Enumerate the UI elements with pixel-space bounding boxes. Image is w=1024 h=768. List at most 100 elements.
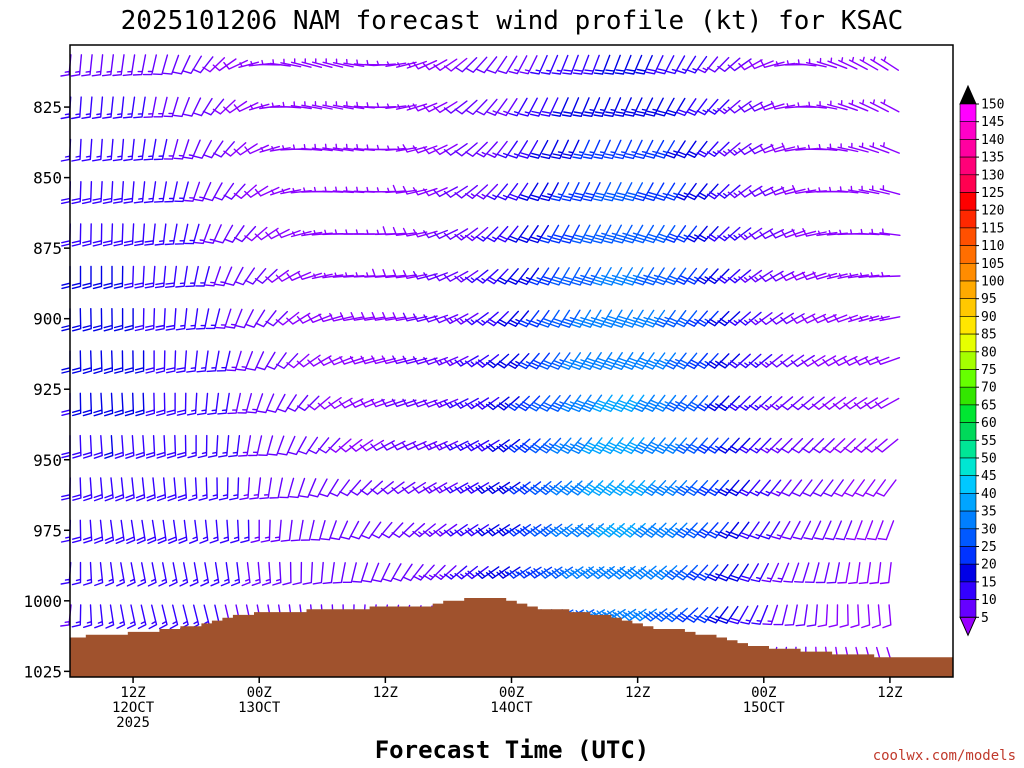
wind-barb: [738, 437, 761, 454]
wind-barb: [81, 181, 93, 205]
wind-barb: [517, 395, 541, 412]
wind-barb: [675, 310, 698, 328]
wind-barb: [727, 58, 752, 72]
wind-barb: [391, 440, 417, 451]
wind-barb: [282, 561, 292, 586]
wind-barb: [475, 141, 498, 158]
wind-barb: [189, 562, 199, 587]
wind-barb: [184, 181, 201, 202]
wind-barb: [289, 477, 306, 499]
wind-barb: [359, 480, 383, 496]
wind-barb: [643, 522, 667, 538]
x-tick-label: 2025: [116, 715, 150, 731]
wind-barb: [603, 97, 622, 117]
wind-barb: [572, 139, 590, 160]
wind-barb: [234, 267, 255, 286]
wind-barb: [518, 225, 539, 243]
wind-barb: [114, 477, 125, 502]
wind-barb: [370, 521, 393, 539]
wind-barb: [645, 139, 665, 159]
wind-barb: [381, 522, 404, 539]
wind-barb: [751, 605, 769, 625]
colorbar-segment: [959, 351, 977, 370]
wind-barb: [311, 58, 333, 68]
wind-barb: [686, 310, 708, 327]
wind-barb: [83, 519, 93, 544]
x-tick-label: 13OCT: [238, 700, 281, 716]
wind-barb: [717, 184, 741, 199]
wind-barb: [644, 267, 665, 286]
wind-barb: [497, 55, 518, 74]
wind-barb: [83, 477, 93, 502]
wind-barb: [748, 144, 774, 155]
wind-barb: [550, 267, 570, 286]
wind-barb: [322, 101, 344, 110]
wind-barb: [624, 54, 643, 75]
wind-barb: [156, 392, 166, 417]
y-tick-label: 875: [33, 239, 62, 258]
wind-barb: [123, 223, 135, 247]
wind-barb: [196, 392, 209, 416]
wind-barb: [275, 270, 301, 282]
wind-barb: [349, 398, 375, 408]
wind-barb: [112, 138, 125, 162]
wind-barb: [182, 55, 202, 74]
wind-barb: [195, 308, 210, 330]
wind-barb: [433, 186, 458, 198]
wind-barb: [113, 265, 124, 289]
wind-barb: [718, 605, 739, 624]
wind-barb: [869, 99, 889, 113]
wind-barb: [412, 145, 438, 154]
wind-barb: [706, 99, 730, 115]
wind-barb: [197, 434, 208, 459]
wind-barb: [633, 522, 657, 538]
wind-barb: [519, 97, 538, 117]
wind-barb: [124, 265, 135, 289]
wind-barb: [717, 479, 740, 497]
wind-barb: [125, 477, 135, 502]
wind-barb: [634, 224, 654, 244]
wind-barb: [370, 440, 395, 451]
wind-barb: [822, 438, 846, 454]
wind-barb: [528, 395, 551, 412]
wind-barb: [508, 140, 528, 159]
wind-barb: [205, 266, 222, 287]
wind-barb: [814, 520, 832, 541]
wind-barb: [538, 480, 562, 496]
wind-barb: [244, 185, 269, 198]
wind-barb: [717, 142, 741, 157]
wind-barb: [332, 186, 354, 194]
wind-barb: [72, 350, 82, 374]
wind-barb: [570, 394, 592, 413]
wind-barb: [145, 308, 156, 332]
wind-barb: [205, 308, 221, 330]
wind-barb: [530, 54, 548, 75]
wind-barb: [156, 477, 167, 502]
wind-barb: [81, 138, 93, 162]
wind-barb: [664, 565, 688, 581]
wind-barb: [412, 564, 435, 581]
wind-barb: [613, 309, 634, 328]
wind-barb: [422, 482, 448, 494]
wind-barb: [82, 223, 92, 247]
wind-barb: [137, 604, 147, 630]
wind-barb: [401, 482, 427, 494]
wind-barb: [759, 396, 783, 411]
wind-barb: [675, 437, 698, 454]
wind-barb: [454, 397, 479, 409]
wind-barb: [738, 101, 763, 113]
wind-barb: [811, 396, 836, 410]
wind-barb: [433, 440, 459, 451]
wind-barb: [707, 521, 729, 539]
wind-barb: [795, 604, 808, 627]
wind-barb: [593, 139, 611, 160]
wind-barb: [233, 143, 258, 156]
wind-barb: [717, 437, 740, 454]
wind-barb: [297, 436, 319, 455]
colorbar-segment: [959, 546, 977, 565]
colorbar-label: 10: [981, 593, 997, 608]
wind-barb: [633, 480, 656, 496]
wind-barb: [350, 521, 371, 540]
wind-barb: [507, 310, 530, 327]
wind-barb: [412, 60, 438, 70]
